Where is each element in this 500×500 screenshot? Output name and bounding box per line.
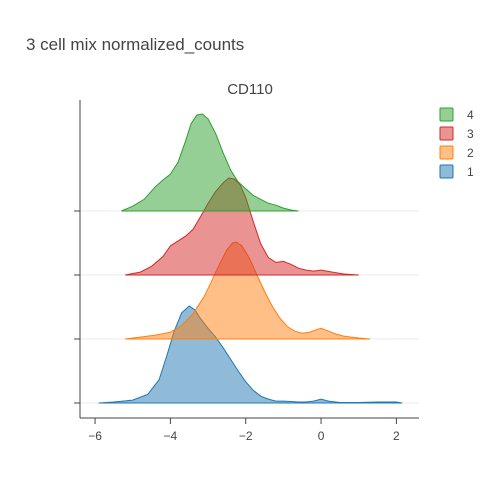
x-tick-label: −6 — [88, 429, 102, 443]
chart-title: 3 cell mix normalized_counts — [26, 35, 244, 54]
x-tick-label: 0 — [318, 429, 325, 443]
x-tick-label: −2 — [239, 429, 253, 443]
legend-label: 2 — [467, 146, 474, 160]
legend-swatch — [439, 145, 454, 160]
legend-item-1[interactable]: 1 — [439, 164, 474, 179]
legend-item-2[interactable]: 2 — [439, 145, 474, 160]
legend[interactable]: 4 3 2 1 — [439, 107, 474, 179]
axes: −6 −4 −2 0 2 — [74, 100, 419, 443]
ridge-series-4[interactable] — [121, 113, 299, 212]
chart-subtitle: CD110 — [227, 81, 273, 98]
legend-label: 4 — [467, 108, 474, 122]
legend-item-4[interactable]: 4 — [439, 107, 474, 122]
x-tick-label: −4 — [164, 429, 178, 443]
legend-swatch — [439, 107, 454, 122]
legend-label: 3 — [467, 127, 474, 141]
x-tick-label: 2 — [393, 429, 400, 443]
legend-item-3[interactable]: 3 — [439, 126, 474, 141]
legend-swatch — [439, 126, 454, 141]
ridge-series-2[interactable] — [125, 241, 371, 340]
legend-label: 1 — [467, 165, 474, 179]
ridges — [98, 113, 403, 404]
legend-swatch — [439, 164, 454, 179]
